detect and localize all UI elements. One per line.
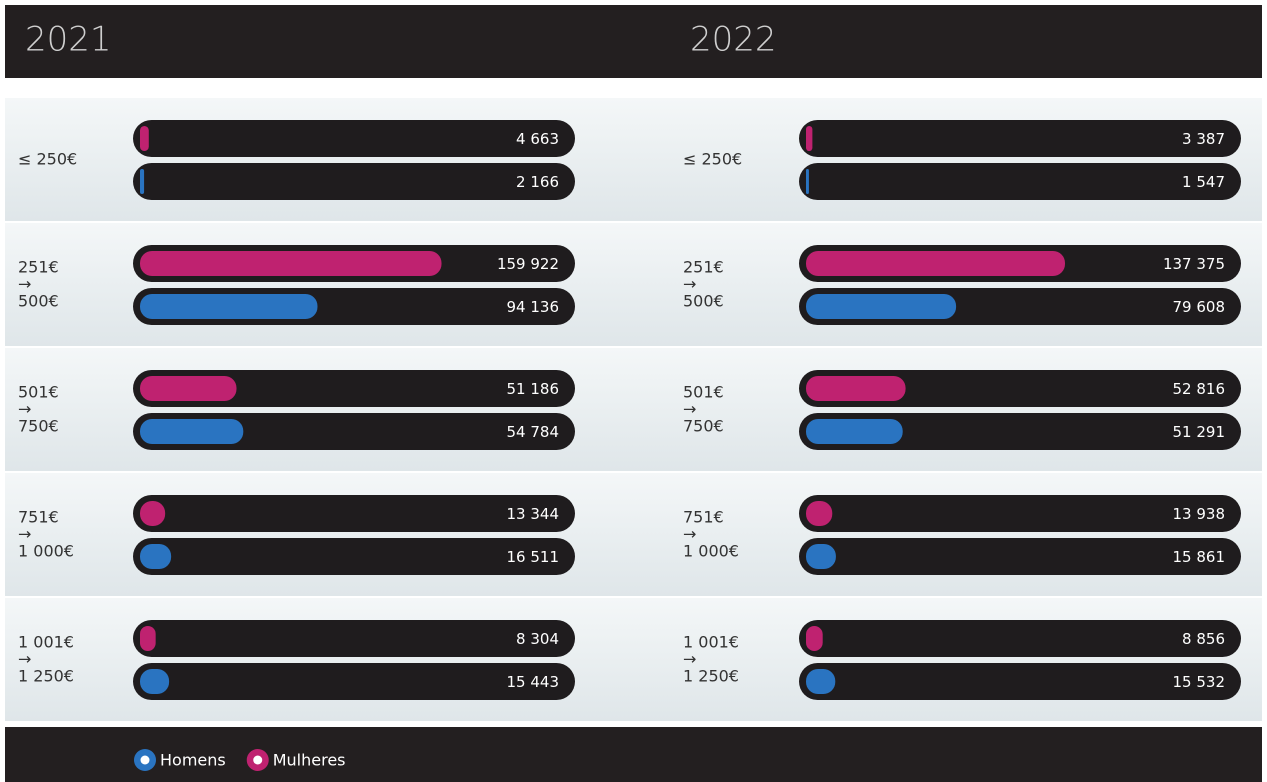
bar — [140, 376, 237, 401]
bar-track — [133, 370, 575, 407]
value-label: 8 856 — [1182, 630, 1225, 648]
row-background — [5, 98, 1262, 221]
bar — [806, 294, 957, 319]
bar-track — [799, 120, 1241, 157]
category-label: 501€ → 750€ — [18, 382, 59, 436]
value-label: 94 136 — [507, 298, 560, 316]
bar — [806, 419, 903, 444]
category-label: 1 001€ → 1 250€ — [18, 632, 74, 686]
bar-track — [799, 163, 1241, 200]
bar — [140, 294, 318, 319]
bar — [140, 169, 145, 194]
bar — [806, 626, 823, 651]
category-label: 251€ → 500€ — [683, 257, 724, 311]
bar — [140, 544, 172, 569]
category-label: 251€ → 500€ — [18, 257, 59, 311]
category-label: 751€ → 1 000€ — [18, 507, 74, 561]
bar-track — [133, 495, 575, 532]
bar — [140, 126, 149, 151]
bar — [806, 544, 836, 569]
bar — [140, 669, 170, 694]
bar-track — [133, 163, 575, 200]
bar — [806, 376, 906, 401]
value-label: 2 166 — [516, 173, 559, 191]
bar — [806, 669, 836, 694]
panel-title: 2022 — [690, 20, 777, 60]
value-label: 159 922 — [497, 255, 559, 273]
category-label: 1 001€ → 1 250€ — [683, 632, 739, 686]
bar-track — [799, 538, 1241, 575]
bar-track — [133, 538, 575, 575]
bar — [140, 501, 166, 526]
bar — [806, 169, 809, 194]
category-label: 751€ → 1 000€ — [683, 507, 739, 561]
legend-label: Homens — [160, 751, 226, 770]
category-label: ≤ 250€ — [18, 149, 78, 169]
row-background — [5, 348, 1262, 471]
value-label: 4 663 — [516, 130, 559, 148]
bar — [806, 126, 813, 151]
value-label: 13 938 — [1173, 505, 1226, 523]
bar — [140, 251, 442, 276]
bar-track — [133, 413, 575, 450]
value-label: 15 861 — [1173, 548, 1226, 566]
value-label: 13 344 — [507, 505, 560, 523]
bar-track — [133, 620, 575, 657]
value-label: 51 186 — [507, 380, 560, 398]
footer — [5, 727, 1262, 782]
category-label: 501€ → 750€ — [683, 382, 724, 436]
bar-track — [799, 620, 1241, 657]
bar — [806, 501, 833, 526]
category-label: ≤ 250€ — [683, 149, 743, 169]
bar-track — [799, 495, 1241, 532]
bar — [806, 251, 1066, 276]
legend-label: Mulheres — [273, 751, 346, 770]
bar-track — [799, 663, 1241, 700]
value-label: 52 816 — [1173, 380, 1226, 398]
value-label: 15 443 — [507, 673, 560, 691]
value-label: 54 784 — [507, 423, 560, 441]
legend-swatch-dot — [140, 755, 150, 765]
value-label: 16 511 — [507, 548, 560, 566]
header — [5, 5, 1262, 78]
legend-swatch-dot — [253, 755, 263, 765]
bar-track — [799, 370, 1241, 407]
value-label: 51 291 — [1173, 423, 1226, 441]
bar-track — [799, 413, 1241, 450]
bar-track — [133, 120, 575, 157]
row-background — [5, 223, 1262, 346]
panel-title: 2021 — [25, 20, 112, 60]
bar-track — [133, 663, 575, 700]
value-label: 15 532 — [1173, 673, 1226, 691]
value-label: 3 387 — [1182, 130, 1225, 148]
value-label: 79 608 — [1173, 298, 1226, 316]
value-label: 1 547 — [1182, 173, 1225, 191]
value-label: 137 375 — [1163, 255, 1225, 273]
value-label: 8 304 — [516, 630, 559, 648]
bar — [140, 626, 156, 651]
row-background — [5, 598, 1262, 721]
bar — [140, 419, 244, 444]
row-background — [5, 473, 1262, 596]
